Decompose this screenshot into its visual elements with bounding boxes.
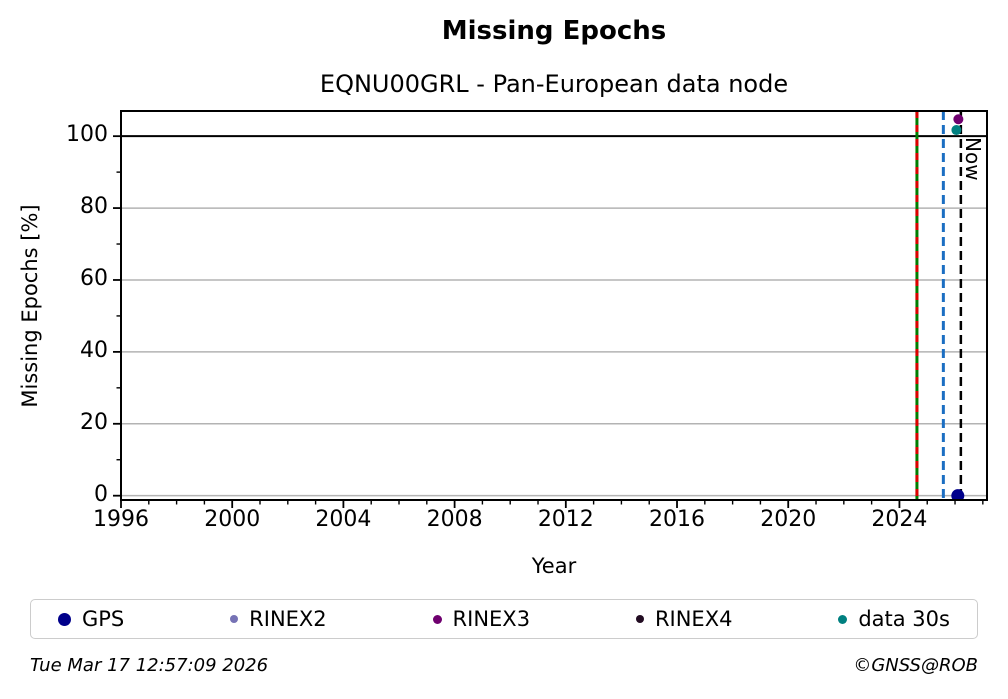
x-tick-label: 2020	[760, 507, 817, 532]
chart-subtitle: EQNU00GRL - Pan-European data node	[319, 70, 789, 98]
y-tick-label: 0	[94, 481, 108, 507]
y-tick-label: 60	[80, 265, 108, 291]
x-tick-label: 2000	[204, 507, 261, 532]
legend-item-rinex4: RINEX4	[635, 607, 733, 631]
x-tick-label: 2008	[426, 507, 483, 532]
chart-title: Missing Epochs	[441, 16, 667, 46]
legend: GPS RINEX2 RINEX3 RINEX4 data 30s	[30, 599, 978, 639]
legend-label: GPS	[82, 607, 125, 631]
legend-label: data 30s	[858, 607, 950, 631]
x-tick-label: 2012	[537, 507, 594, 532]
x-tick-label: 2024	[871, 507, 928, 532]
axes-border	[120, 110, 988, 501]
legend-marker-icon	[635, 615, 644, 623]
data-point-GPS	[951, 489, 965, 500]
legend-marker-icon	[838, 614, 848, 624]
y-tick-label: 20	[80, 409, 108, 435]
data-point-RINEX3	[953, 114, 964, 125]
x-axis-label: Year	[531, 554, 577, 578]
legend-marker-icon	[432, 614, 442, 624]
copyright: ©GNSS@ROB	[853, 655, 978, 676]
legend-item-rinex3: RINEX3	[432, 607, 531, 631]
legend-label: RINEX3	[452, 607, 531, 631]
y-tick-label: 80	[80, 194, 108, 220]
legend-label: RINEX4	[654, 607, 733, 631]
y-tick-label: 40	[80, 337, 108, 363]
timestamp: Tue Mar 17 12:57:09 2026	[30, 655, 269, 676]
now-label: Now	[960, 137, 985, 181]
x-tick-label: 2016	[649, 507, 706, 532]
legend-marker-icon	[58, 612, 71, 626]
y-tick-label: 100	[66, 122, 108, 148]
x-tick-label: 1996	[93, 507, 149, 532]
legend-item-data-30s: data 30s	[838, 607, 950, 631]
legend-marker-icon	[230, 615, 239, 623]
data-point-data-30s	[951, 125, 962, 136]
legend-item-gps: GPS	[58, 607, 124, 631]
legend-item-rinex2: RINEX2	[230, 607, 327, 631]
x-tick-label: 2004	[315, 507, 372, 532]
legend-label: RINEX2	[249, 607, 327, 631]
